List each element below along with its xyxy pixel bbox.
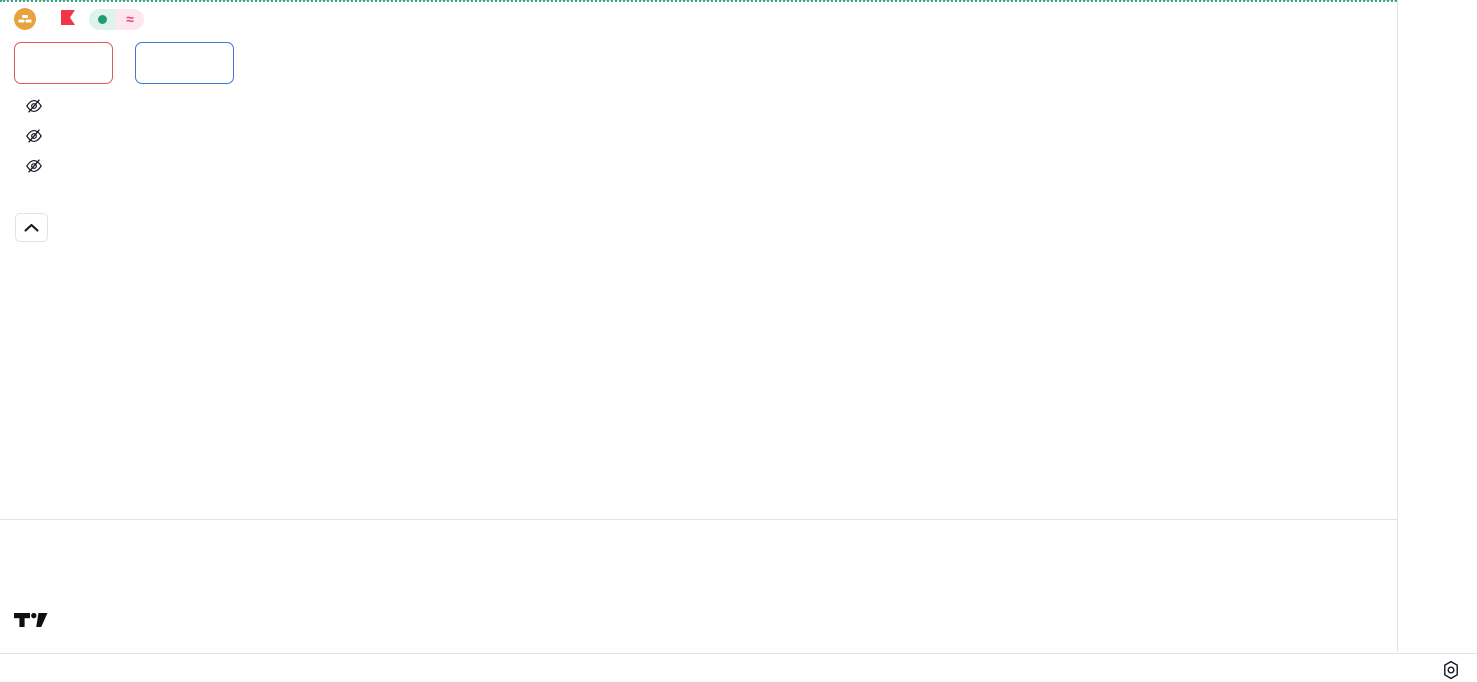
price-axis[interactable]: [1397, 0, 1477, 652]
price-axis-divider: [1397, 0, 1398, 652]
tradingview-logo-icon: [14, 612, 48, 627]
market-status-pill[interactable]: ≈: [89, 8, 144, 30]
last-price-line: [0, 0, 1397, 2]
green-dot-icon: [98, 14, 107, 24]
chart-canvas[interactable]: [0, 0, 1397, 652]
gold-bars-icon: [14, 8, 36, 30]
trade-buttons: [14, 42, 234, 84]
tradingview-watermark: [14, 609, 58, 631]
macd-panel-divider: [0, 519, 1397, 520]
chart-header: ≈: [14, 6, 212, 32]
ohlc-values: [158, 11, 212, 28]
eye-off-icon[interactable]: [25, 157, 43, 175]
buy-button[interactable]: [135, 42, 234, 84]
sell-button[interactable]: [14, 42, 113, 84]
red-flag-icon[interactable]: [59, 9, 77, 29]
indicator-legend-ema21[interactable]: [14, 127, 43, 145]
time-axis[interactable]: [0, 653, 1477, 682]
chevron-up-icon: [24, 223, 39, 232]
eye-off-icon[interactable]: [25, 127, 43, 145]
collapse-legend-button[interactable]: [15, 213, 48, 242]
eye-off-icon[interactable]: [25, 97, 43, 115]
indicator-legend-ichimoku[interactable]: [14, 97, 43, 115]
approx-wave-icon: ≈: [116, 8, 144, 30]
indicator-legend-bb[interactable]: [14, 157, 43, 175]
gear-icon[interactable]: [1441, 660, 1461, 680]
market-open-indicator: [89, 8, 116, 30]
